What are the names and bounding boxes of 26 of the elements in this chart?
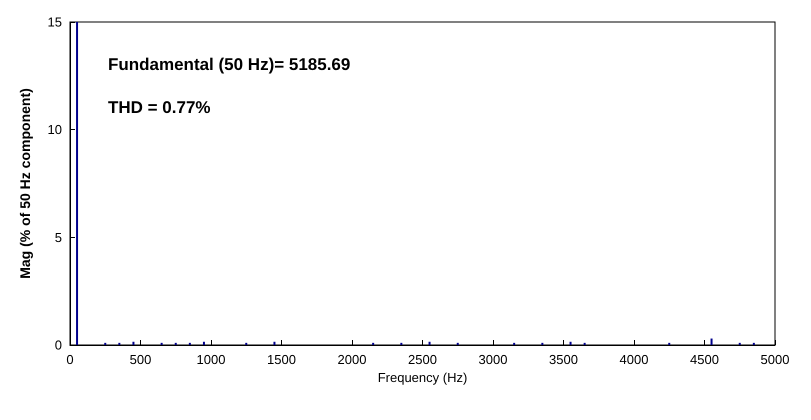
- annotation: THD = 0.77%: [108, 98, 211, 117]
- annotation: Fundamental (50 Hz)= 5185.69: [108, 55, 350, 74]
- bar: [428, 342, 431, 345]
- bar: [76, 22, 78, 345]
- x-tick-label: 500: [130, 352, 152, 367]
- y-tick-label: 0: [54, 338, 62, 352]
- x-tick-label: 2000: [338, 352, 366, 367]
- x-tick-label: 1500: [267, 352, 296, 367]
- x-tick-label: 4000: [620, 352, 648, 367]
- bar: [202, 342, 205, 345]
- x-tick-label: 1000: [196, 352, 226, 367]
- bar: [273, 342, 276, 345]
- bar: [710, 338, 713, 345]
- y-tick-label: 10: [48, 122, 62, 138]
- x-axis-title: Frequency (Hz): [378, 370, 468, 385]
- x-tick-label: 4500: [690, 352, 719, 367]
- x-tick-label: 5000: [760, 352, 790, 367]
- y-tick-label: 5: [54, 230, 62, 245]
- bar: [570, 342, 572, 345]
- x-tick-label: 3000: [478, 352, 508, 367]
- x-tick-label: 2500: [408, 352, 437, 367]
- bar: [132, 342, 134, 345]
- x-tick-label: 3500: [549, 352, 578, 367]
- y-axis-title: Mag (% of 50 Hz component): [17, 88, 33, 279]
- y-tick-label: 15: [48, 14, 62, 30]
- x-tick-label: 0: [66, 352, 74, 367]
